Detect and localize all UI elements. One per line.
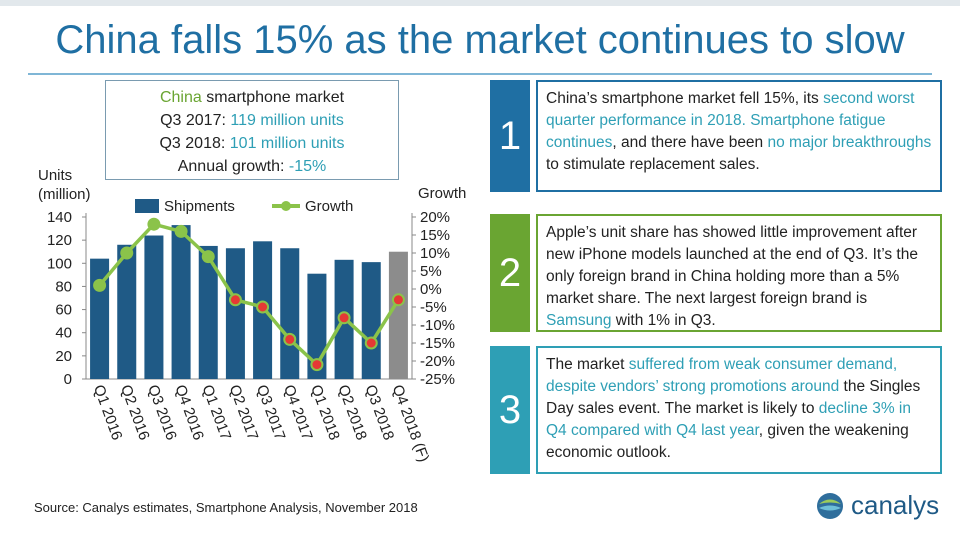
legend-shipments-swatch xyxy=(135,199,159,213)
left-tick-label: 40 xyxy=(55,325,72,342)
left-tick-label: 0 xyxy=(64,371,72,388)
x-tick-label: Q4 2018 (F) xyxy=(389,383,433,465)
shipments-bar xyxy=(171,225,191,379)
source-note: Source: Canalys estimates, Smartphone An… xyxy=(34,500,418,515)
growth-point xyxy=(337,311,351,325)
card-body-text: , given the weakening economic outlook. xyxy=(546,422,909,461)
legend-shipments-label: Shipments xyxy=(164,198,235,215)
summary-q3-2017-value: 119 million units xyxy=(230,112,344,129)
shipments-bar xyxy=(144,235,164,379)
title-divider xyxy=(28,73,932,75)
right-tick-label: 0% xyxy=(420,281,442,298)
shipments-bar xyxy=(280,248,300,379)
summary-q3-2018-label: Q3 2018: xyxy=(159,135,230,152)
growth-point xyxy=(93,278,107,292)
summary-line-2: Q3 2017: 119 million units xyxy=(106,109,398,132)
right-tick-label: -25% xyxy=(420,371,455,388)
card-text: The market suffered from weak consumer d… xyxy=(536,346,942,474)
right-tick-label: -15% xyxy=(420,335,455,352)
card-text: China’s smartphone market fell 15%, its … xyxy=(536,80,942,192)
top-bar xyxy=(0,0,960,6)
left-tick-label: 140 xyxy=(47,209,72,226)
card-body-text: The market xyxy=(546,356,629,373)
card-number: 1 xyxy=(490,80,530,192)
left-tick-label: 60 xyxy=(55,302,72,319)
growth-point xyxy=(228,293,242,307)
left-tick-label: 80 xyxy=(55,278,72,295)
growth-point xyxy=(120,246,134,260)
logo-wordmark: canalys xyxy=(851,490,940,520)
canalys-sphere-icon xyxy=(817,492,843,519)
summary-growth-label: Annual growth: xyxy=(177,158,289,175)
growth-point xyxy=(174,224,188,238)
shipments-growth-chart: 0 20 40 60 80 100 120 140 20%15%10%5%0%-5%-10%-1… xyxy=(38,167,466,465)
y-axis-title: (million) xyxy=(38,186,91,203)
card-highlight-text: no major breakthroughs xyxy=(767,134,932,151)
summary-box: China smartphone market Q3 2017: 119 mil… xyxy=(105,80,399,180)
card-text: Apple’s unit share has showed little imp… xyxy=(536,214,942,332)
insight-card-3: 3 The market suffered from weak consumer … xyxy=(490,346,942,474)
summary-growth-value: -15% xyxy=(288,158,327,175)
shipments-bar xyxy=(307,273,327,379)
card-number: 2 xyxy=(490,214,530,332)
growth-point xyxy=(310,358,324,372)
growth-point xyxy=(147,217,161,231)
card-body-text: the Singles Day sales event. The market … xyxy=(546,378,921,417)
card-highlight-text: Smartphone fatigue continues xyxy=(546,112,886,151)
card-highlight-text: Samsung xyxy=(546,312,612,329)
summary-country: China xyxy=(159,89,202,106)
summary-line-4: Annual growth: -15% xyxy=(106,155,398,178)
card-body-text: China’s smartphone market fell 15%, its xyxy=(546,90,824,107)
left-tick-label: 120 xyxy=(47,232,72,249)
summary-q3-2018-value: 101 million units xyxy=(229,135,345,152)
summary-q3-2017-label: Q3 2017: xyxy=(160,112,231,129)
insight-card-1: 1 China’s smartphone market fell 15%, its… xyxy=(490,80,942,192)
legend-growth-label: Growth xyxy=(305,198,353,215)
insight-card-2: 2 Apple’s unit share has showed little im… xyxy=(490,214,942,332)
card-body-text: with 1% in Q3. xyxy=(611,312,716,329)
shipments-bar xyxy=(117,244,137,379)
card-highlight-text: suffered from weak consumer demand, desp… xyxy=(546,356,898,395)
summary-line-3: Q3 2018: 101 million units xyxy=(106,132,398,155)
shipments-bar xyxy=(225,248,245,379)
growth-point xyxy=(364,336,378,350)
card-highlight-text: second worst quarter performance in 2018… xyxy=(546,90,915,129)
shipments-bar xyxy=(361,262,381,379)
right-tick-label: -20% xyxy=(420,353,455,370)
card-highlight-text: decline 3% in Q4 compared with Q4 last y… xyxy=(546,400,911,439)
growth-point xyxy=(201,250,215,264)
left-tick-label: 100 xyxy=(47,255,72,272)
right-tick-label: 15% xyxy=(420,227,450,244)
left-tick-label: 20 xyxy=(55,348,72,365)
y2-axis-title: Growth xyxy=(418,185,466,202)
shipments-bar xyxy=(388,251,408,379)
canalys-logo: canalys xyxy=(815,490,939,521)
card-body-text: to stimulate replacement sales. xyxy=(546,156,760,173)
legend-growth-marker xyxy=(281,201,291,211)
right-tick-label: -10% xyxy=(420,317,455,334)
right-tick-label: -5% xyxy=(420,299,447,316)
page-title: China falls 15% as the market continues … xyxy=(55,18,905,62)
growth-point xyxy=(391,293,405,307)
growth-point xyxy=(256,300,270,314)
shipments-bar xyxy=(198,245,218,379)
right-tick-label: 10% xyxy=(420,245,450,262)
summary-line-1-rest: smartphone market xyxy=(201,89,345,106)
card-body-text: , and there have been xyxy=(612,134,768,151)
summary-line-1: China smartphone market xyxy=(106,86,398,109)
card-number: 3 xyxy=(490,346,530,474)
growth-point xyxy=(283,332,297,346)
right-tick-label: 20% xyxy=(420,209,450,226)
y-axis-title: Units xyxy=(38,167,72,184)
card-body-text: Apple’s unit share has showed little imp… xyxy=(546,224,918,307)
right-tick-label: 5% xyxy=(420,263,442,280)
